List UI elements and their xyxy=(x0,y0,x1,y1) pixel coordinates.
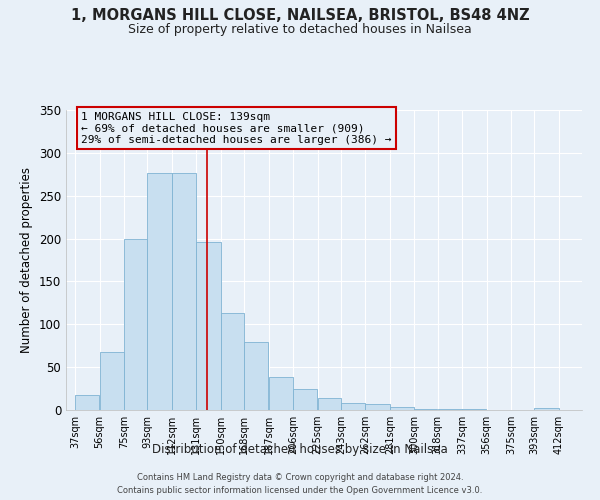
Bar xyxy=(269,376,293,410)
Bar xyxy=(124,238,147,410)
Bar xyxy=(438,409,462,410)
Y-axis label: Number of detached properties: Number of detached properties xyxy=(20,167,34,353)
Bar xyxy=(75,394,100,410)
Bar xyxy=(244,342,268,410)
Text: Size of property relative to detached houses in Nailsea: Size of property relative to detached ho… xyxy=(128,22,472,36)
Bar xyxy=(535,408,559,410)
Bar xyxy=(172,172,196,410)
Bar xyxy=(196,242,221,410)
Bar xyxy=(100,352,124,410)
Text: Distribution of detached houses by size in Nailsea: Distribution of detached houses by size … xyxy=(152,442,448,456)
Bar xyxy=(341,403,365,410)
Text: Contains public sector information licensed under the Open Government Licence v3: Contains public sector information licen… xyxy=(118,486,482,495)
Text: 1 MORGANS HILL CLOSE: 139sqm
← 69% of detached houses are smaller (909)
29% of s: 1 MORGANS HILL CLOSE: 139sqm ← 69% of de… xyxy=(82,112,392,144)
Bar xyxy=(462,409,487,410)
Bar xyxy=(390,408,414,410)
Bar xyxy=(318,398,341,410)
Bar xyxy=(415,409,437,410)
Bar xyxy=(365,404,389,410)
Bar xyxy=(148,172,172,410)
Text: Contains HM Land Registry data © Crown copyright and database right 2024.: Contains HM Land Registry data © Crown c… xyxy=(137,472,463,482)
Bar xyxy=(221,313,244,410)
Bar xyxy=(293,390,317,410)
Text: 1, MORGANS HILL CLOSE, NAILSEA, BRISTOL, BS48 4NZ: 1, MORGANS HILL CLOSE, NAILSEA, BRISTOL,… xyxy=(71,8,529,22)
